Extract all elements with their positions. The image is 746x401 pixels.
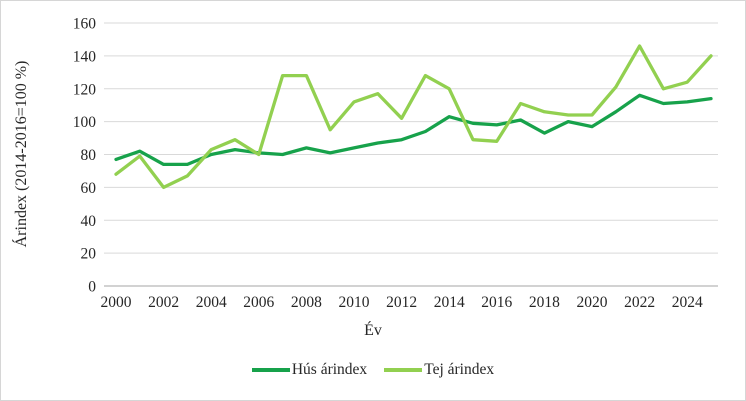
x-tick-label: 2004 [196, 294, 227, 311]
y-tick-label: 140 [73, 48, 97, 65]
y-tick-label: 120 [73, 81, 97, 98]
x-tick-label: 2014 [434, 294, 465, 311]
legend-item-tej: Tej árindex [384, 361, 494, 379]
gridlines [104, 22, 718, 287]
x-tick-label: 2000 [101, 294, 132, 311]
x-tick-label: 2002 [148, 294, 179, 311]
x-tick-label: 2018 [529, 294, 560, 311]
legend-item-hus: Hús árindex [251, 361, 368, 379]
y-tick-label: 80 [81, 147, 97, 164]
y-tick-label: 0 [88, 279, 96, 296]
x-tick-label: 2010 [339, 294, 370, 311]
legend-label-tej: Tej árindex [424, 361, 495, 378]
x-tick-label: 2006 [243, 294, 274, 311]
x-tick-label: 2022 [624, 294, 655, 311]
x-tick-label: 2020 [577, 294, 608, 311]
y-tick-label: 60 [81, 180, 97, 197]
y-tick-label: 40 [81, 213, 97, 230]
y-tick-label: 160 [73, 16, 97, 33]
tej-line-swatch [384, 368, 423, 372]
legend-label-hus: Hús árindex [291, 361, 368, 378]
y-tick-label: 100 [73, 114, 97, 131]
chart-legend: Hús árindex Tej árindex [1, 361, 745, 379]
x-tick-labels: 2000 2002 2004 2006 2008 2010 2012 2014 2016 2018… [101, 294, 703, 311]
x-tick-label: 2016 [481, 294, 512, 311]
x-tick-label: 2012 [386, 294, 417, 311]
x-tick-label: 2024 [672, 294, 703, 311]
hus-arindex-line [114, 93, 713, 167]
x-tick-label: 2008 [291, 294, 322, 311]
x-axis-title: Év [364, 322, 382, 339]
hus-line-swatch [251, 368, 290, 372]
tej-arindex-line [114, 44, 713, 190]
y-tick-label: 20 [81, 246, 97, 263]
y-tick-labels: 0 20 40 60 80 100 120 140 160 [73, 16, 97, 296]
y-axis-title: Árindex (2014-2016=100 %) [13, 60, 30, 248]
